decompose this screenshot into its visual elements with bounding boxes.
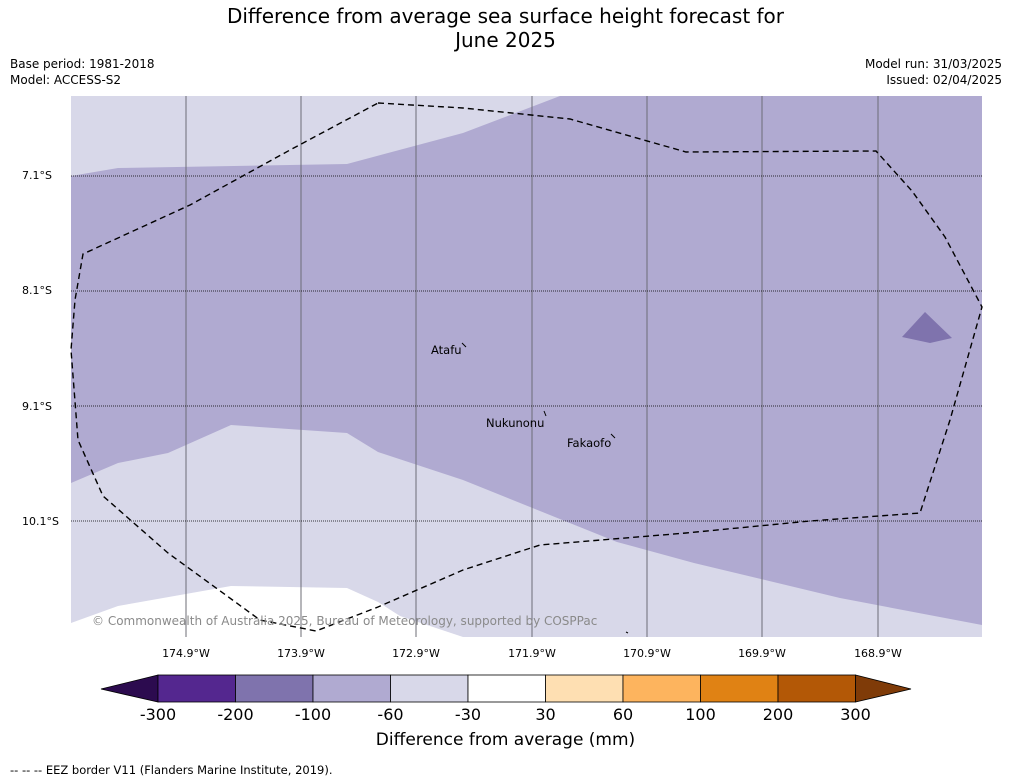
lon-label-172-9: 172.9°W	[392, 647, 440, 660]
map-region-white	[71, 586, 463, 637]
colorbar-tick-minus-100: -100	[294, 705, 332, 724]
colorbar-bin-4	[390, 674, 469, 703]
lon-label-170-9: 170.9°W	[623, 647, 671, 660]
fakaofo-island	[610, 433, 616, 439]
map-region-dark-patch	[902, 312, 952, 343]
eez-border	[70, 102, 983, 632]
model-run: Model run: 31/03/2025	[864, 57, 1002, 71]
colorbar-tick-30: 30	[535, 705, 556, 724]
colorbar-bin-6	[545, 674, 624, 703]
meta-right: Model run: 31/03/2025 Issued: 02/04/2025	[865, 56, 1002, 88]
island-marks	[461, 342, 629, 634]
colorbar-bin-8	[700, 674, 779, 703]
colorbar-tick-minus-30: -30	[454, 705, 482, 724]
place-label-atafu: Atafu	[431, 343, 462, 357]
colorbar-tick-minus-200: -200	[217, 705, 254, 724]
base-period: Base period: 1981-2018	[10, 57, 155, 71]
colorbar-extend-high	[855, 674, 912, 703]
chart-title: Difference from average sea surface heig…	[0, 4, 1011, 52]
colorbar-label: Difference from average (mm)	[375, 730, 636, 750]
meta-left: Base period: 1981-2018 Model: ACCESS-S2	[10, 56, 155, 88]
colorbar	[100, 674, 912, 703]
colorbar-extend-low	[100, 674, 159, 703]
colorbar-bin-5	[467, 674, 546, 703]
model-name: Model: ACCESS-S2	[10, 73, 122, 87]
longitude-gridlines	[185, 96, 879, 637]
lon-label-168-9: 168.9°W	[854, 647, 902, 660]
colorbar-bin-3	[312, 674, 391, 703]
small-island	[625, 631, 629, 634]
lon-label-169-9: 169.9°W	[738, 647, 786, 660]
title-line-1: Difference from average sea surface heig…	[226, 4, 785, 28]
copyright-notice: © Commonwealth of Australia 2025, Bureau…	[92, 614, 598, 628]
place-label-nukunonu: Nukunonu	[486, 416, 545, 430]
colorbar-bin-1	[157, 674, 236, 703]
colorbar-tick-200: 200	[762, 705, 794, 724]
colorbar-tick-100: 100	[685, 705, 716, 724]
colorbar-tick-300: 300	[840, 705, 871, 724]
colorbar-bin-7	[622, 674, 701, 703]
place-label-fakaofo: Fakaofo	[567, 436, 612, 450]
map-region-top-light	[71, 96, 560, 176]
lon-label-173-9: 173.9°W	[277, 647, 325, 660]
map-region-bottom-light	[71, 425, 982, 637]
colorbar-tick-minus-300: -300	[139, 705, 177, 724]
issued-date: Issued: 02/04/2025	[886, 73, 1002, 87]
colorbar-tick-60: 60	[612, 705, 634, 724]
lon-label-174-9: 174.9°W	[162, 647, 210, 660]
lat-label-7-1: 7.1°S	[22, 169, 52, 182]
colorbar-bin-2	[235, 674, 314, 703]
title-line-2: June 2025	[455, 28, 556, 52]
atafu-island	[461, 342, 467, 348]
colorbar-bin-9	[777, 674, 856, 703]
nukunonu-island	[543, 410, 547, 417]
colorbar-tick-minus-60: -60	[377, 705, 404, 724]
lat-label-9-1: 9.1°S	[22, 400, 52, 413]
lat-label-10-1: 10.1°S	[22, 515, 59, 528]
lat-label-8-1: 8.1°S	[22, 284, 52, 297]
lon-label-171-9: 171.9°W	[508, 647, 556, 660]
eez-footnote: -- -- -- EEZ border V11 (Flanders Marine…	[10, 763, 333, 777]
